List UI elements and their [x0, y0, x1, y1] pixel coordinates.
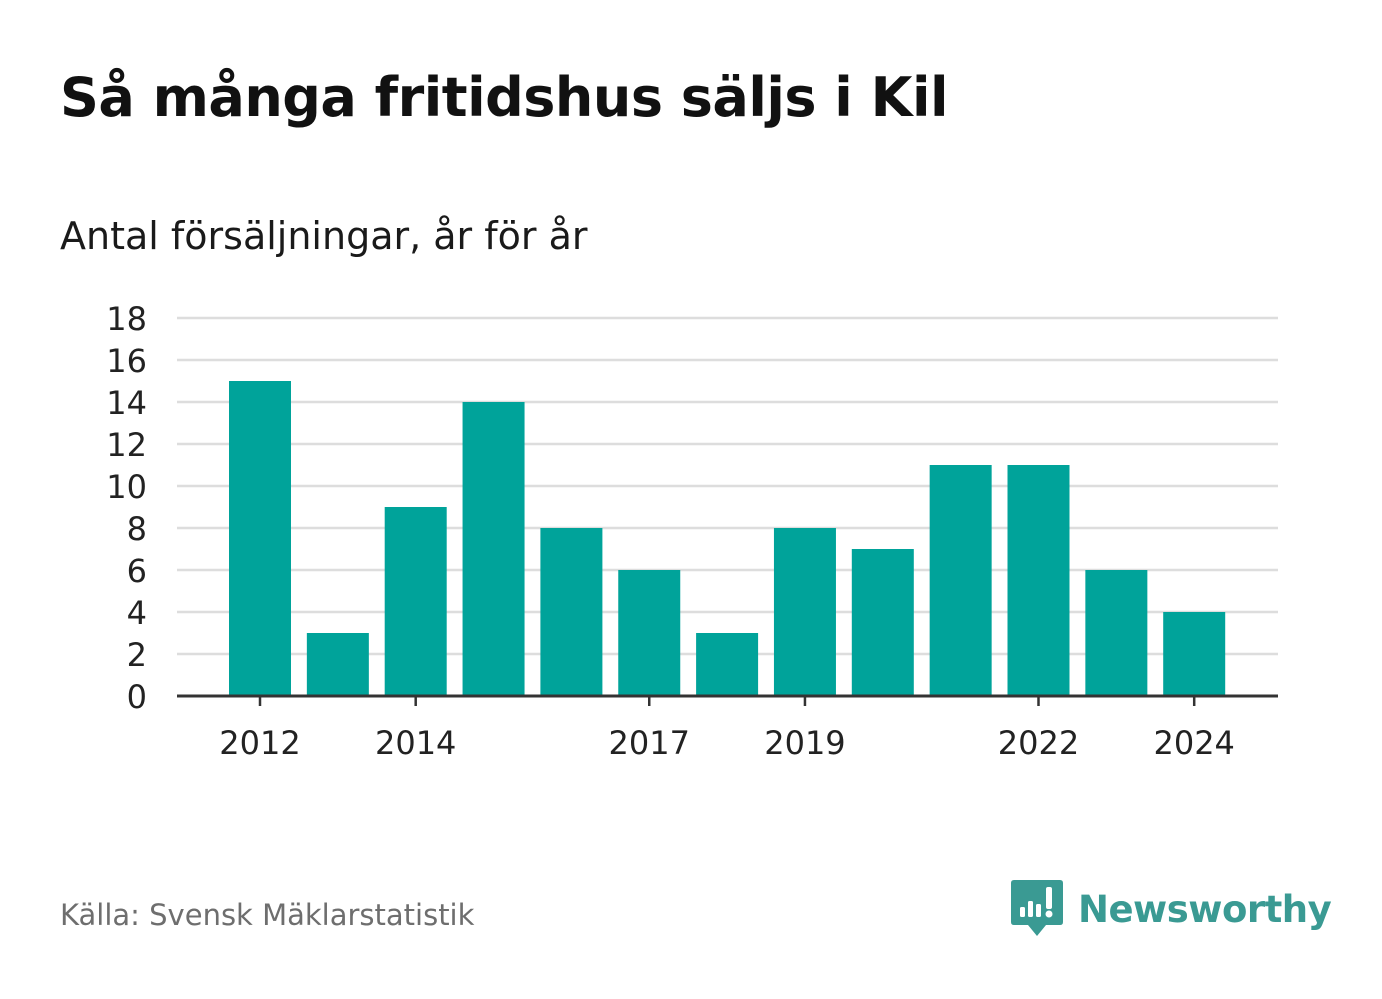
y-tick-label: 14: [106, 384, 147, 422]
brand-name: Newsworthy: [1078, 887, 1332, 931]
x-tick-label: 2017: [609, 724, 690, 762]
y-tick-label: 18: [106, 300, 147, 338]
y-tick-label: 12: [106, 426, 147, 464]
y-tick-label: 4: [127, 594, 147, 632]
x-tick-label: 2012: [219, 724, 300, 762]
bar-2018: [696, 633, 759, 696]
y-tick-label: 8: [127, 510, 147, 548]
y-tick-label: 16: [106, 342, 147, 380]
x-tick-label: 2019: [764, 724, 845, 762]
x-tick-label: 2022: [998, 724, 1079, 762]
y-tick-label: 6: [127, 552, 147, 590]
bar-2020: [851, 549, 914, 696]
bar-2021: [929, 465, 992, 696]
bar-2022: [1007, 465, 1070, 696]
y-tick-label: 0: [127, 678, 147, 716]
axes: [177, 694, 1278, 706]
y-tick-label: 10: [106, 468, 147, 506]
bar-2015: [462, 402, 525, 696]
bar-2024: [1163, 612, 1226, 696]
y-tick-label: 2: [127, 636, 147, 674]
bar-2019: [773, 528, 836, 696]
bar-2012: [229, 381, 291, 696]
bar-2016: [540, 528, 603, 696]
bars: [229, 381, 1226, 696]
bar-chart: 0 2 4 6 8 10 12 14 16 18 2012 2014 2017 2019 2022 2024: [106, 300, 1278, 762]
x-tick-label: 2014: [375, 724, 456, 762]
source-note: Källa: Svensk Mäklarstatistik: [60, 898, 475, 932]
x-tick-label: 2024: [1153, 724, 1234, 762]
bar-2014: [384, 507, 447, 696]
newsworthy-logo-icon: [1011, 880, 1063, 936]
bar-2017: [618, 570, 681, 696]
newsworthy-logo: Newsworthy: [1010, 878, 1332, 940]
bar-2023: [1085, 570, 1148, 696]
chart-subtitle: Antal försäljningar, år för år: [60, 214, 588, 258]
tick-labels: 0 2 4 6 8 10 12 14 16 18 2012 2014 2017 2019 2022 2024: [106, 300, 1235, 762]
chart-title: Så många fritidshus säljs i Kil: [60, 66, 948, 129]
bar-2013: [306, 633, 369, 696]
gridlines: [177, 316, 1278, 656]
